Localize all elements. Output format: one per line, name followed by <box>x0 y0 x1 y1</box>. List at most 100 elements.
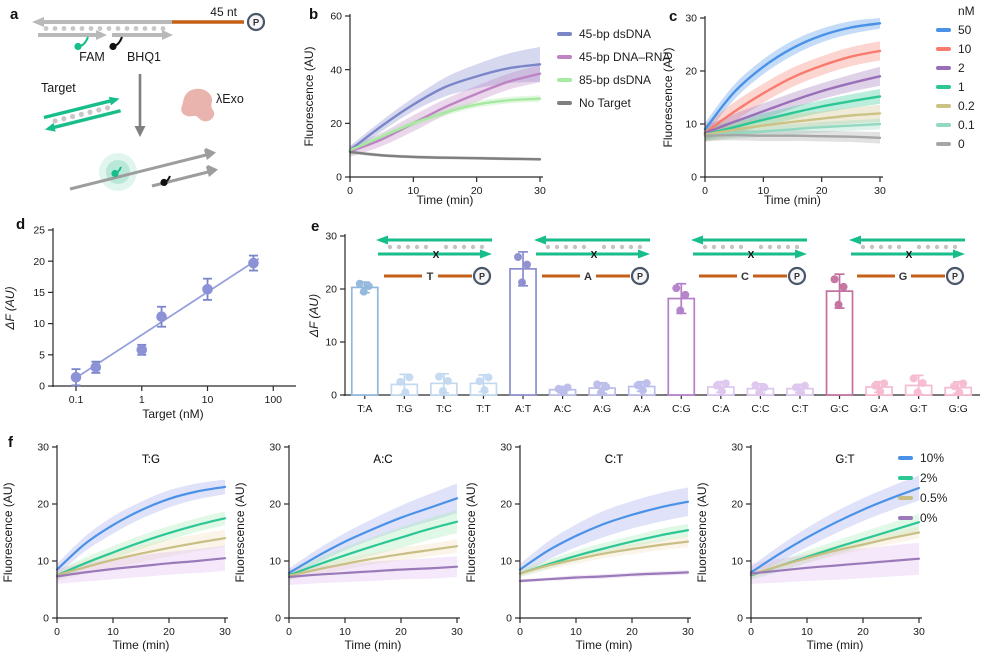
svg-text:0: 0 <box>737 613 743 625</box>
mismatch-inset-A: X A P <box>534 235 650 286</box>
svg-text:Fluorescence (AU): Fluorescence (AU) <box>302 46 316 146</box>
svg-text:10: 10 <box>407 185 419 197</box>
band-0.5% <box>751 526 919 579</box>
replicate-dot <box>480 386 489 395</box>
band-10% <box>751 475 919 579</box>
mismatch-inset-G: X G P <box>849 235 965 286</box>
legend-label: 0.5% <box>920 491 948 505</box>
svg-text:5: 5 <box>39 349 45 361</box>
series-0 <box>703 133 882 139</box>
svg-text:60: 60 <box>330 11 342 23</box>
legend-item: 50 <box>936 23 975 37</box>
svg-text:30: 30 <box>913 626 925 638</box>
svg-text:10: 10 <box>500 556 512 568</box>
replicate-dot <box>523 260 532 269</box>
replicate-dot <box>871 381 880 390</box>
svg-text:30: 30 <box>500 442 512 454</box>
series-swatch <box>898 496 913 500</box>
replicate-dot <box>484 373 493 382</box>
svg-text:30: 30 <box>37 442 49 454</box>
phosphate-label: P <box>479 272 485 282</box>
series-2% <box>55 517 227 577</box>
replicate-dot <box>913 388 922 397</box>
band-0% <box>57 545 225 584</box>
svg-text:10: 10 <box>570 626 582 638</box>
replicate-dot <box>642 379 651 388</box>
svg-text:0: 0 <box>336 172 342 184</box>
replicate-dot <box>751 381 760 390</box>
svg-text:0: 0 <box>54 626 60 638</box>
svg-text:Time (min): Time (min) <box>576 638 633 652</box>
svg-text:20: 20 <box>500 499 512 511</box>
svg-text:10: 10 <box>325 337 337 349</box>
legend-item: 0 <box>936 137 975 151</box>
svg-text:C:A: C:A <box>712 403 730 415</box>
svg-text:0.1: 0.1 <box>69 394 84 406</box>
svg-text:T:G: T:G <box>142 454 160 466</box>
series-10% <box>518 500 690 571</box>
replicate-dot <box>950 382 959 391</box>
svg-text:Time (min): Time (min) <box>807 638 864 652</box>
replicate-dot <box>918 378 927 387</box>
panel-e-chart: 0 10 20 30 ΔF (AU) T:A T:G T:C T:T A:T A:C A:G A:A C:… <box>307 231 980 415</box>
legend-item: 0% <box>898 511 947 525</box>
svg-text:10: 10 <box>33 318 45 330</box>
svg-text:Time (min): Time (min) <box>113 638 170 652</box>
svg-text:G:A: G:A <box>870 403 888 415</box>
series-10% <box>55 485 227 571</box>
legend-label: 10 <box>958 42 972 56</box>
replicate-dot <box>355 279 364 288</box>
panel-e: 0 10 20 30 ΔF (AU) T:A T:G T:C T:T A:T A:C A:G A:A C:… <box>300 210 993 435</box>
target-label: Target <box>41 81 76 95</box>
data-point <box>136 344 148 356</box>
mismatch-inset-C: X C P <box>691 235 807 286</box>
svg-text:10: 10 <box>801 626 813 638</box>
panel-label-f: f <box>8 434 13 451</box>
svg-text:T:G: T:G <box>142 454 160 466</box>
series-swatch <box>557 77 572 82</box>
series-0% <box>55 557 227 578</box>
band-45-bp dsDNA <box>350 46 540 155</box>
replicate-dot <box>633 381 642 390</box>
svg-text:G:G: G:G <box>949 403 968 415</box>
replicate-dot <box>676 306 685 315</box>
band-10% <box>520 487 688 576</box>
series-45-bp DNA–RNA <box>348 72 542 153</box>
replicate-dot <box>396 377 405 386</box>
series-2% <box>287 520 459 577</box>
series-swatch <box>898 456 913 460</box>
legend-item: No Target <box>557 96 670 110</box>
band-2% <box>520 523 688 577</box>
legend-item: 45-bp DNA–RNA <box>557 50 670 64</box>
overhang-length-label: 45 nt <box>210 5 237 19</box>
legend-item: 0.1 <box>936 118 975 132</box>
series-2 <box>703 75 882 135</box>
reaction-arrow-icon <box>134 74 146 137</box>
svg-text:20: 20 <box>816 185 828 197</box>
legend-label: 0 <box>958 137 965 151</box>
replicate-dot <box>909 374 918 383</box>
legend-label: 85-bp dsDNA <box>579 72 652 87</box>
svg-text:A:T: A:T <box>515 403 532 415</box>
replicate-dot <box>593 380 602 389</box>
probe-schematic: A P <box>542 266 650 286</box>
svg-text:Time (min): Time (min) <box>764 193 821 207</box>
svg-text:G:T: G:T <box>835 454 854 466</box>
duplex-schematic: X <box>691 235 807 261</box>
svg-text:20: 20 <box>330 118 342 130</box>
legend-label: 0.1 <box>958 118 975 132</box>
replicate-dot <box>401 388 410 397</box>
lambda-exo-label: λExo <box>216 92 244 106</box>
svg-text:100: 100 <box>265 394 283 406</box>
legend-item: 0.2 <box>936 99 975 113</box>
series-swatch <box>898 516 913 520</box>
svg-text:20: 20 <box>395 626 407 638</box>
series-2% <box>518 529 690 575</box>
svg-text:40: 40 <box>330 64 342 76</box>
legend-item: 10% <box>898 451 947 465</box>
basepair-dots <box>43 26 166 31</box>
panel-label-e: e <box>311 218 320 235</box>
svg-text:25: 25 <box>33 225 45 237</box>
svg-text:0: 0 <box>275 613 281 625</box>
svg-text:Fluorescence (AU): Fluorescence (AU) <box>695 482 709 582</box>
